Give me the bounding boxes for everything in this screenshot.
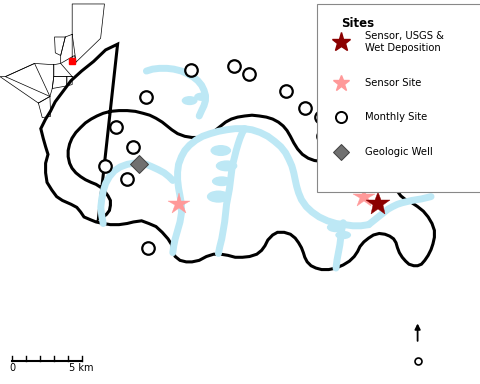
Polygon shape xyxy=(41,44,434,270)
Text: 0: 0 xyxy=(9,362,15,372)
Text: Geologic Well: Geologic Well xyxy=(365,147,432,157)
Ellipse shape xyxy=(336,232,350,238)
Ellipse shape xyxy=(213,177,231,185)
Text: Sensor Site: Sensor Site xyxy=(365,78,421,88)
Ellipse shape xyxy=(211,146,230,156)
Ellipse shape xyxy=(195,93,208,100)
Text: Sites: Sites xyxy=(341,17,374,30)
Text: Monthly Site: Monthly Site xyxy=(365,112,427,122)
Text: 5 km: 5 km xyxy=(69,362,94,372)
Ellipse shape xyxy=(327,223,344,232)
Ellipse shape xyxy=(182,97,197,104)
FancyBboxPatch shape xyxy=(317,4,480,192)
Ellipse shape xyxy=(216,161,237,171)
Ellipse shape xyxy=(207,191,229,202)
Text: Sensor, USGS &
Wet Deposition: Sensor, USGS & Wet Deposition xyxy=(365,31,444,53)
